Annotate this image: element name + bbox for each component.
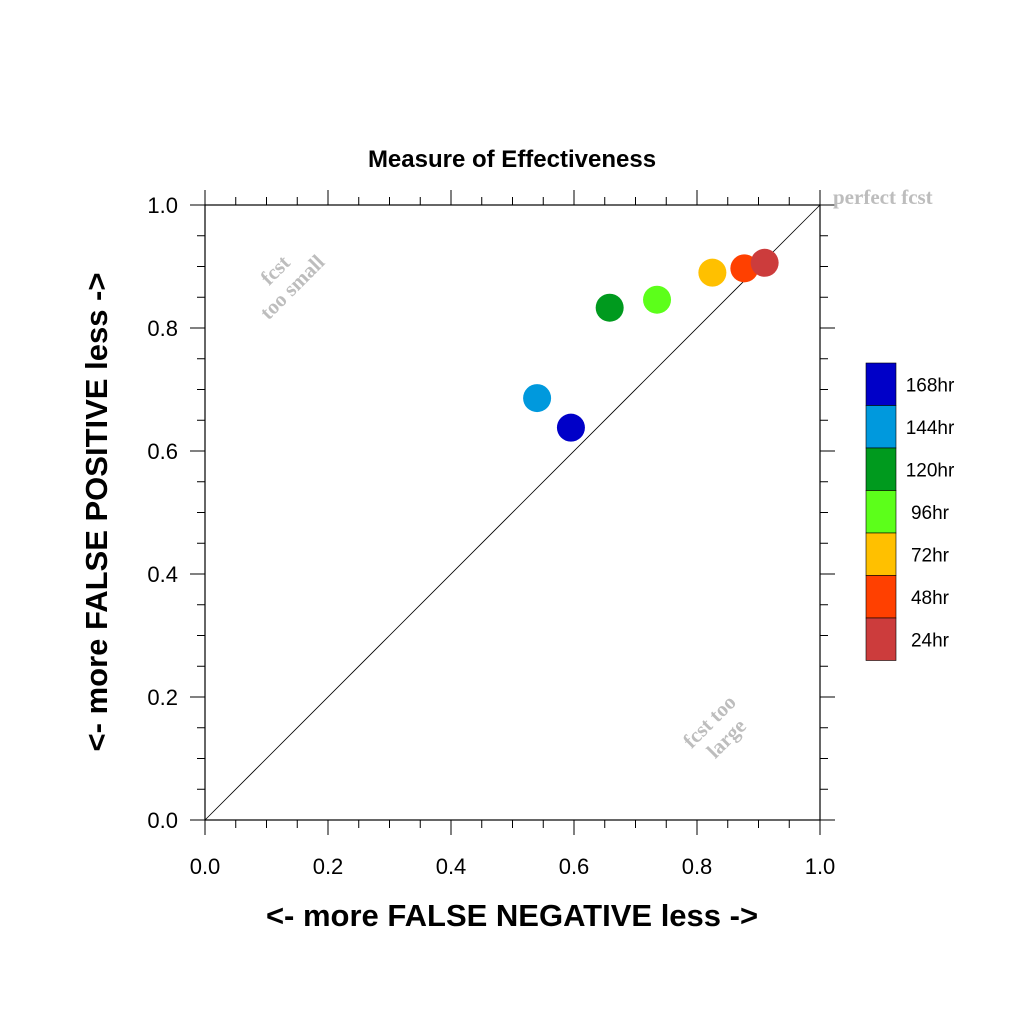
- legend-swatch-24hr: [865, 617, 897, 661]
- legend: 168hr 144hr 120hr 96hr 72hr 48hr 24hr: [865, 362, 955, 661]
- legend-swatch-120hr: [865, 447, 897, 491]
- point-72hr: [698, 258, 727, 287]
- y-axis-title: <- more FALSE POSITIVE less ->: [79, 273, 114, 752]
- legend-swatch-96hr: [865, 490, 897, 534]
- x-tick-label: 0.4: [436, 854, 467, 879]
- x-tick-label: 0.0: [190, 854, 221, 879]
- data-points: [523, 248, 779, 442]
- point-96hr: [643, 285, 672, 314]
- x-tick-label: 0.2: [313, 854, 344, 879]
- x-tick-label: 1.0: [805, 854, 836, 879]
- legend-swatch-48hr: [865, 575, 897, 619]
- x-tick-label: 0.8: [682, 854, 713, 879]
- point-24hr: [750, 248, 779, 277]
- point-168hr: [556, 413, 585, 442]
- legend-label-168hr: 168hr: [906, 375, 955, 396]
- y-tick-label: 0.0: [147, 808, 178, 833]
- y-tick-label: 0.6: [147, 439, 178, 464]
- y-tick-labels: 0.0 0.2 0.4 0.6 0.8 1.0: [147, 193, 178, 833]
- legend-label-144hr: 144hr: [906, 418, 955, 439]
- x-tick-labels: 0.0 0.2 0.4 0.6 0.8 1.0: [190, 854, 836, 879]
- legend-swatch-144hr: [865, 405, 897, 449]
- legend-label-96hr: 96hr: [911, 503, 950, 524]
- axis-ticks: [190, 190, 835, 835]
- perfect-forecast-label: perfect fcst: [833, 185, 933, 209]
- x-axis-title: <- more FALSE NEGATIVE less ->: [266, 898, 758, 933]
- legend-label-48hr: 48hr: [911, 588, 950, 609]
- legend-label-120hr: 120hr: [906, 460, 955, 481]
- y-tick-label: 0.4: [147, 562, 178, 587]
- y-tick-label: 0.2: [147, 685, 178, 710]
- legend-swatch-168hr: [865, 362, 897, 406]
- x-tick-label: 0.6: [559, 854, 590, 879]
- point-120hr: [595, 293, 624, 322]
- y-tick-label: 1.0: [147, 193, 178, 218]
- plot-frame: [204, 204, 821, 821]
- point-144hr: [523, 384, 552, 413]
- legend-swatch-72hr: [865, 532, 897, 576]
- legend-label-72hr: 72hr: [911, 545, 950, 566]
- y-tick-label: 0.8: [147, 316, 178, 341]
- chart-title: Measure of Effectiveness: [368, 146, 656, 173]
- legend-label-24hr: 24hr: [911, 630, 950, 651]
- too-large-annotation: fcst too large: [678, 690, 751, 763]
- perfect-forecast-line: [204, 204, 821, 821]
- too-small-annotation: fcst too small: [255, 250, 329, 324]
